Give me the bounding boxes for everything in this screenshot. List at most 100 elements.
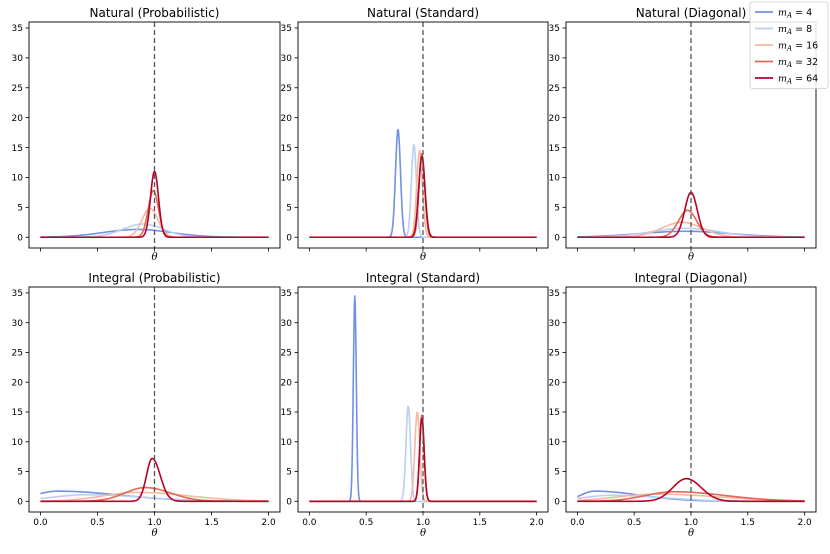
x-tick-label: 0.5 <box>627 518 641 528</box>
y-tick-label: 20 <box>549 114 561 124</box>
y-tick-label: 5 <box>554 204 560 214</box>
series-line-m64 <box>40 457 269 503</box>
x-tick-label: 0.5 <box>359 518 373 528</box>
x-tick-label: 1.5 <box>204 518 218 528</box>
y-tick-label: 35 <box>12 289 23 299</box>
y-tick-label: 15 <box>12 408 23 418</box>
legend-item-m32: mA = 32 <box>755 57 818 69</box>
y-tick-label: 5 <box>286 204 292 214</box>
y-tick-label: 20 <box>281 114 293 124</box>
panel-5: Integral (Standard) 0 5 10 15 20 25 30 35 0.0 0.5 1… <box>281 271 549 539</box>
y-tick-label: 30 <box>281 319 293 329</box>
y-tick-label: 20 <box>549 378 561 388</box>
series-line-m16 <box>40 491 269 502</box>
y-tick-label: 10 <box>549 174 561 184</box>
panel-title: Integral (Probabilistic) <box>88 271 220 285</box>
legend-box <box>749 1 829 89</box>
panel-2: Natural (Standard) 0 5 10 15 20 25 30 35 θ <box>281 6 549 263</box>
y-tick-label: 20 <box>12 378 24 388</box>
reference-label: θ <box>688 252 694 263</box>
legend-label: mA = 64 <box>778 74 818 86</box>
x-tick-label: 0.5 <box>90 518 104 528</box>
panel-title: Natural (Diagonal) <box>636 6 747 20</box>
y-tick-label: 15 <box>549 144 560 154</box>
panel-title: Natural (Standard) <box>367 6 479 20</box>
x-tick-label: 0.0 <box>302 518 317 528</box>
y-tick-label: 5 <box>286 468 292 478</box>
reference-label: θ <box>151 252 157 263</box>
y-tick-label: 20 <box>281 378 293 388</box>
y-tick-label: 0 <box>17 233 23 243</box>
y-tick-label: 25 <box>12 349 23 359</box>
panel-4: Integral (Probabilistic) 0 5 10 15 20 25 30 35 0.… <box>12 271 281 539</box>
y-tick-label: 30 <box>281 54 293 64</box>
y-tick-label: 25 <box>281 349 292 359</box>
y-tick-label: 30 <box>549 319 561 329</box>
y-tick-label: 10 <box>12 174 24 184</box>
y-tick-label: 15 <box>549 408 560 418</box>
y-tick-label: 35 <box>281 24 292 34</box>
y-tick-label: 10 <box>549 438 561 448</box>
y-tick-label: 25 <box>12 84 23 94</box>
y-tick-label: 35 <box>281 289 292 299</box>
y-tick-label: 5 <box>554 468 560 478</box>
series-line-m4 <box>309 295 537 503</box>
y-tick-label: 35 <box>549 24 560 34</box>
panels: Natural (Probabilistic)05101520253035θNa… <box>12 6 817 539</box>
y-tick-label: 0 <box>286 233 292 243</box>
y-tick-label: 25 <box>549 349 560 359</box>
panel-title: Natural (Probabilistic) <box>90 6 220 20</box>
y-tick-label: 25 <box>549 84 560 94</box>
x-tick-label: 1.5 <box>473 518 487 528</box>
x-tick-label: 2.0 <box>261 518 276 528</box>
legend-label: mA = 8 <box>778 24 812 36</box>
legend-item-m8: mA = 8 <box>755 24 812 36</box>
y-tick-label: 10 <box>281 438 293 448</box>
legend-item-m16: mA = 16 <box>755 41 818 53</box>
panel-1: Natural (Probabilistic) 0 5 10 15 20 25 30 35 θ <box>12 6 281 263</box>
reference-label: θ <box>420 252 426 263</box>
series-line-m64 <box>40 170 269 239</box>
x-tick-label: 2.0 <box>797 518 812 528</box>
y-tick-label: 15 <box>281 408 292 418</box>
x-axis-label: θ <box>151 528 157 539</box>
legend: mA = 4 mA = 8 mA = 16 mA = 32 mA = 64 <box>749 1 829 89</box>
legend-label: mA = 16 <box>778 41 818 53</box>
y-tick-label: 5 <box>17 204 23 214</box>
x-tick-label: 2.0 <box>529 518 544 528</box>
panel-title: Integral (Standard) <box>366 271 480 285</box>
legend-item-m4: mA = 4 <box>755 8 812 20</box>
x-tick-label: 1.0 <box>416 518 431 528</box>
y-tick-label: 35 <box>12 24 23 34</box>
x-tick-label: 1.0 <box>684 518 699 528</box>
y-tick-label: 15 <box>12 144 23 154</box>
y-tick-label: 35 <box>549 289 560 299</box>
y-tick-label: 30 <box>12 54 24 64</box>
y-tick-label: 0 <box>554 233 560 243</box>
y-tick-label: 0 <box>17 497 23 507</box>
y-tick-label: 30 <box>12 319 24 329</box>
x-tick-label: 0.0 <box>570 518 585 528</box>
x-axis-label: θ <box>420 528 426 539</box>
y-tick-label: 15 <box>281 144 292 154</box>
y-tick-label: 25 <box>281 84 292 94</box>
y-tick-label: 0 <box>286 497 292 507</box>
y-tick-label: 5 <box>17 468 23 478</box>
y-tick-label: 20 <box>12 114 24 124</box>
series-line-m32 <box>577 490 805 503</box>
x-axis-label: θ <box>688 528 694 539</box>
x-tick-label: 1.5 <box>741 518 755 528</box>
legend-label: mA = 4 <box>778 8 812 20</box>
y-tick-label: 10 <box>12 438 24 448</box>
x-tick-label: 0.0 <box>33 518 48 528</box>
legend-label: mA = 32 <box>778 57 818 69</box>
panel-3: Natural (Diagonal) 0 5 10 15 20 25 30 35 θ <box>549 6 817 263</box>
y-tick-label: 0 <box>554 497 560 507</box>
y-tick-label: 10 <box>281 174 293 184</box>
panel-6: Integral (Diagonal) 0 5 10 15 20 25 30 35 0.0 0.5 1… <box>549 271 817 539</box>
y-tick-label: 30 <box>549 54 561 64</box>
legend-item-m64: mA = 64 <box>755 74 818 86</box>
panel-title: Integral (Diagonal) <box>635 271 748 285</box>
x-tick-label: 1.0 <box>147 518 162 528</box>
